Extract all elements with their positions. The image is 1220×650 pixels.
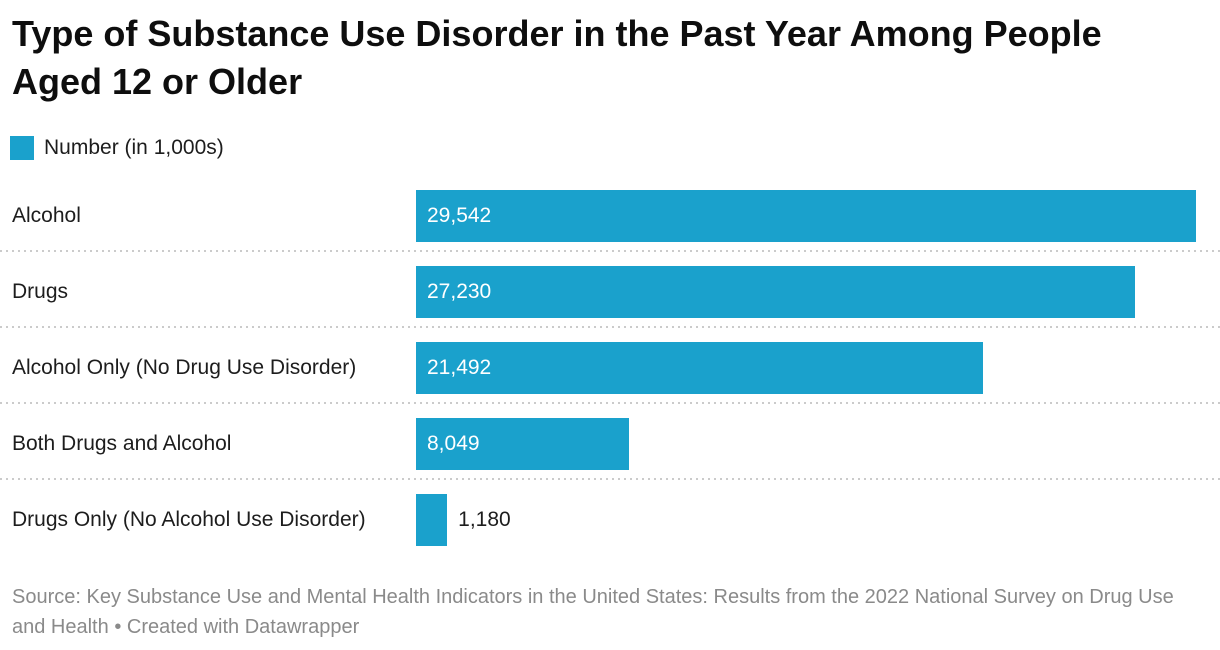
bar-area: 1,180 bbox=[416, 494, 1196, 546]
footer-separator: • bbox=[114, 616, 122, 638]
bar-row-alcohol-only: Alcohol Only (No Drug Use Disorder) 21,4… bbox=[0, 342, 1220, 394]
category-label: Drugs bbox=[12, 280, 69, 303]
bar-area: 8,049 bbox=[416, 418, 1196, 470]
source-note: Source: Key Substance Use and Mental Hea… bbox=[12, 582, 1208, 642]
bar-alcohol[interactable]: 29,542 bbox=[416, 190, 1196, 242]
legend: Number (in 1,000s) bbox=[10, 136, 1208, 160]
row-separator bbox=[0, 478, 1220, 480]
bar-area: 27,230 bbox=[416, 266, 1196, 318]
row-separator bbox=[0, 402, 1220, 404]
bar-both[interactable]: 8,049 bbox=[416, 418, 629, 470]
bar-value-label: 1,180 bbox=[458, 508, 511, 531]
bar-value-label: 8,049 bbox=[427, 432, 480, 455]
bar-area: 29,542 bbox=[416, 190, 1196, 242]
chart-title: Type of Substance Use Disorder in the Pa… bbox=[12, 13, 1102, 102]
row-separator bbox=[0, 326, 1220, 328]
legend-swatch-icon bbox=[10, 136, 34, 160]
bar-value-label: 27,230 bbox=[427, 280, 492, 303]
datawrapper-attribution-link[interactable]: Created with Datawrapper bbox=[126, 616, 360, 638]
bar-row-both: Both Drugs and Alcohol 8,049 bbox=[0, 418, 1220, 470]
bar-row-drugs-only: Drugs Only (No Alcohol Use Disorder) 1,1… bbox=[0, 494, 1220, 546]
bar-row-alcohol: Alcohol 29,542 bbox=[0, 190, 1220, 242]
source-text: Source: Key Substance Use and Mental Hea… bbox=[12, 586, 1174, 638]
bar-drugs-only[interactable] bbox=[416, 494, 448, 546]
bar-value-label: 29,542 bbox=[427, 204, 492, 227]
row-separator bbox=[0, 250, 1220, 252]
category-label: Both Drugs and Alcohol bbox=[12, 432, 232, 455]
bar-value-label: 21,492 bbox=[427, 356, 492, 379]
bar-row-drugs: Drugs 27,230 bbox=[0, 266, 1220, 318]
category-label: Drugs Only (No Alcohol Use Disorder) bbox=[12, 508, 366, 531]
bar-chart: Alcohol 29,542 Drugs 27,230 Alcohol Only… bbox=[0, 190, 1220, 546]
category-label: Alcohol Only (No Drug Use Disorder) bbox=[12, 356, 357, 379]
bar-drugs[interactable]: 27,230 bbox=[416, 266, 1135, 318]
category-label: Alcohol bbox=[12, 204, 81, 227]
legend-label: Number (in 1,000s) bbox=[44, 136, 224, 159]
bar-alcohol-only[interactable]: 21,492 bbox=[416, 342, 984, 394]
bar-area: 21,492 bbox=[416, 342, 1196, 394]
